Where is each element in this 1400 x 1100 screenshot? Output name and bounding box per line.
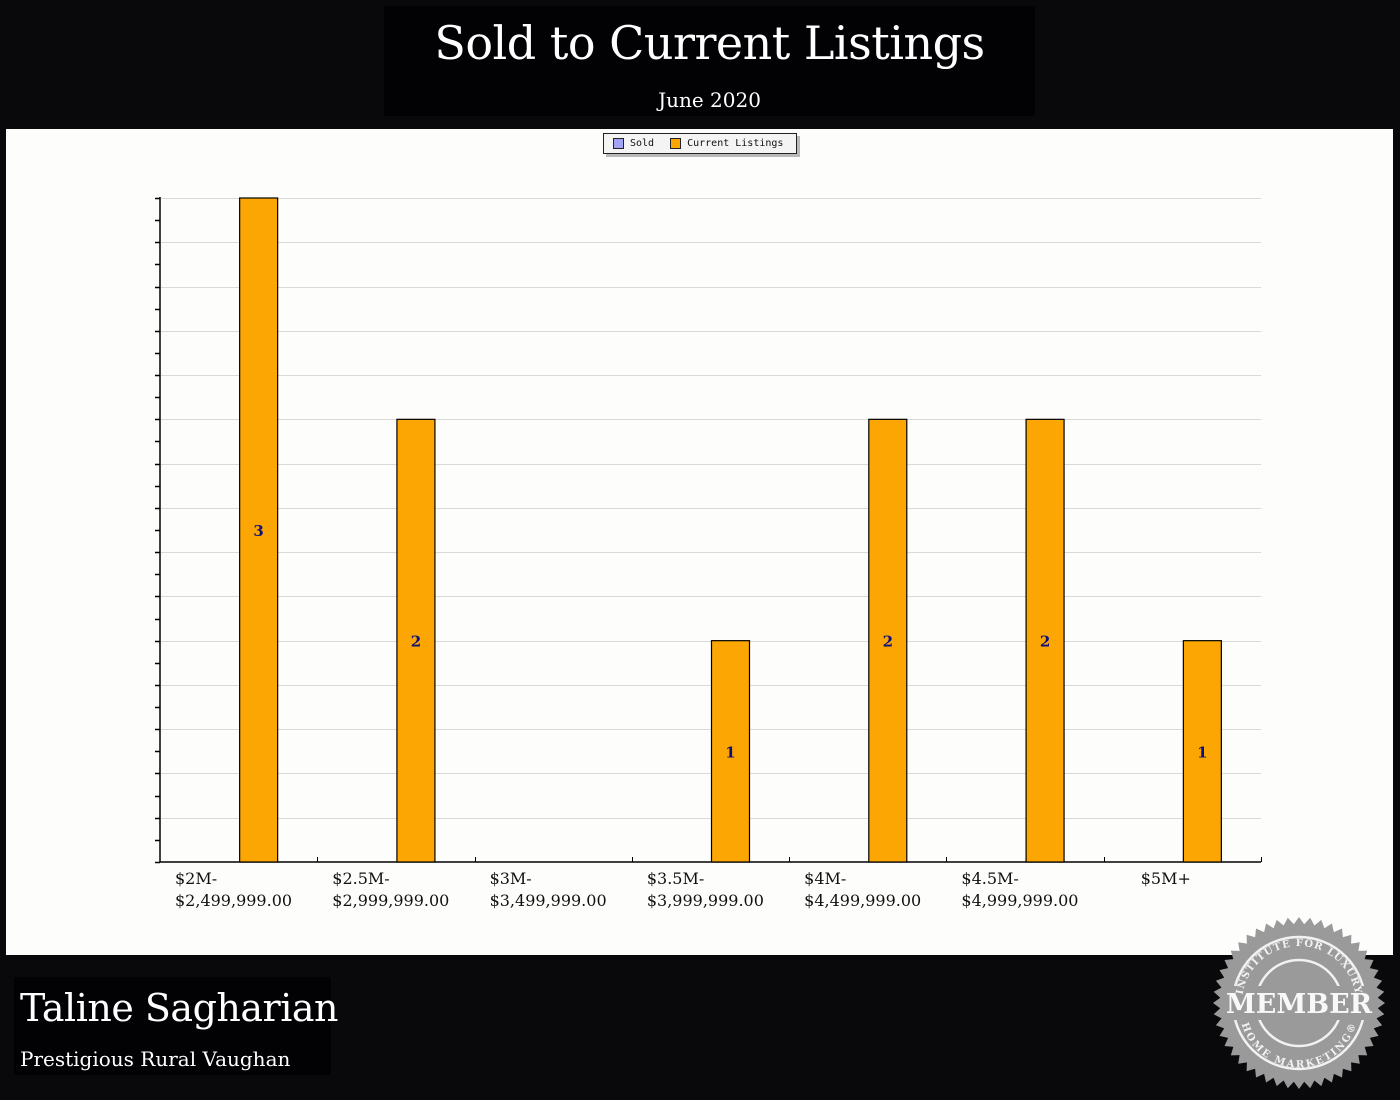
badge-center-text: MEMBER [1226, 989, 1373, 1020]
bar-value-label: 2 [1040, 633, 1050, 651]
bar-current-listings [396, 418, 436, 863]
bar-value-label: 3 [253, 522, 263, 540]
bar-current-listings [710, 640, 751, 863]
chart-panel [6, 129, 1393, 955]
bar-current-listings [239, 197, 279, 863]
legend-label-sold: Sold [630, 138, 655, 149]
bar-current-listings [868, 418, 908, 863]
x-axis-label: $5M+ [1140, 869, 1191, 888]
chart-legend: Sold Current Listings [603, 133, 797, 154]
legend-item-sold: Sold [613, 138, 654, 149]
bar-current-listings [1025, 418, 1065, 863]
x-axis-label: $4M- $4,499,999.00 [804, 869, 922, 910]
x-axis-label: $2M- $2,499,999.00 [175, 869, 293, 910]
bar-value-label: 2 [411, 633, 421, 651]
chart-title: Sold to Current Listings [434, 16, 985, 70]
x-axis-label: $3.5M- $3,999,999.00 [646, 869, 764, 910]
chart-title-box: Sold to Current Listings June 2020 [384, 6, 1035, 116]
agent-info: Taline Sagharian Prestigious Rural Vaugh… [14, 977, 339, 1075]
bar-value-label: 1 [1197, 743, 1207, 761]
bar-value-label: 2 [883, 633, 893, 651]
bar-value-label: 1 [725, 743, 735, 761]
chart-subtitle: June 2020 [658, 88, 761, 112]
company-name: Prestigious Rural Vaughan [20, 1047, 291, 1071]
member-badge-icon: INSTITUTE FOR LUXURY MEMBER HOME MARKETI… [1213, 917, 1385, 1089]
x-axis-label: $4.5M- $4,999,999.00 [961, 869, 1079, 910]
x-axis-label: $3M- $3,499,999.00 [489, 869, 607, 910]
legend-swatch-sold [613, 138, 624, 149]
legend-swatch-current-listings [670, 138, 682, 149]
legend-label-current-listings: Current Listings [687, 138, 784, 149]
x-axis-label: $2.5M- $2,999,999.00 [332, 869, 450, 910]
legend-item-current-listings: Current Listings [670, 138, 783, 149]
agent-name: Taline Sagharian [20, 986, 339, 1030]
bar-current-listings [1182, 640, 1222, 863]
